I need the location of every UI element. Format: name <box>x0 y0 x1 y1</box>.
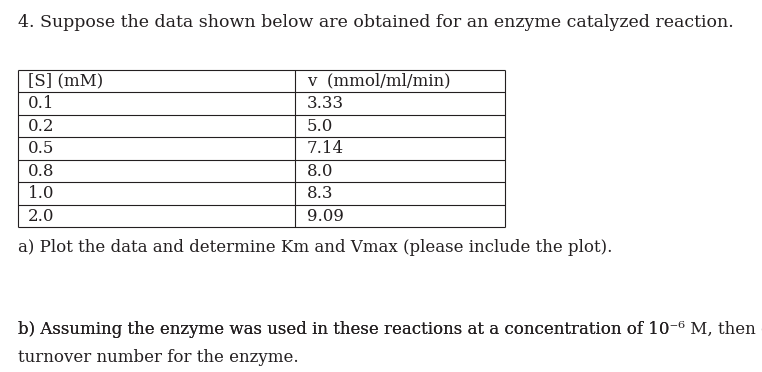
Text: 8.3: 8.3 <box>307 185 334 202</box>
Text: a) Plot the data and determine Km and Vmax (please include the plot).: a) Plot the data and determine Km and Vm… <box>18 240 613 257</box>
Text: turnover number for the enzyme.: turnover number for the enzyme. <box>18 350 299 366</box>
Text: 9.09: 9.09 <box>307 208 344 225</box>
Text: 1.0: 1.0 <box>28 185 55 202</box>
Text: b) Assuming the enzyme was used in these reactions at a concentration of 10: b) Assuming the enzyme was used in these… <box>18 321 670 339</box>
Text: 5.0: 5.0 <box>307 118 334 135</box>
Text: 0.5: 0.5 <box>28 140 54 157</box>
Text: 2.0: 2.0 <box>28 208 55 225</box>
Text: 4. Suppose the data shown below are obtained for an enzyme catalyzed reaction.: 4. Suppose the data shown below are obta… <box>18 14 734 31</box>
Text: 7.14: 7.14 <box>307 140 344 157</box>
Text: b) Assuming the enzyme was used in these reactions at a concentration of 10⁻⁶ M,: b) Assuming the enzyme was used in these… <box>18 321 762 339</box>
Text: 0.1: 0.1 <box>28 95 55 112</box>
Text: [S] (mM): [S] (mM) <box>28 73 103 90</box>
Text: 0.8: 0.8 <box>28 163 55 180</box>
Text: 0.2: 0.2 <box>28 118 55 135</box>
Text: 3.33: 3.33 <box>307 95 344 112</box>
Text: v  (mmol/ml/min): v (mmol/ml/min) <box>307 73 450 90</box>
Text: 8.0: 8.0 <box>307 163 334 180</box>
